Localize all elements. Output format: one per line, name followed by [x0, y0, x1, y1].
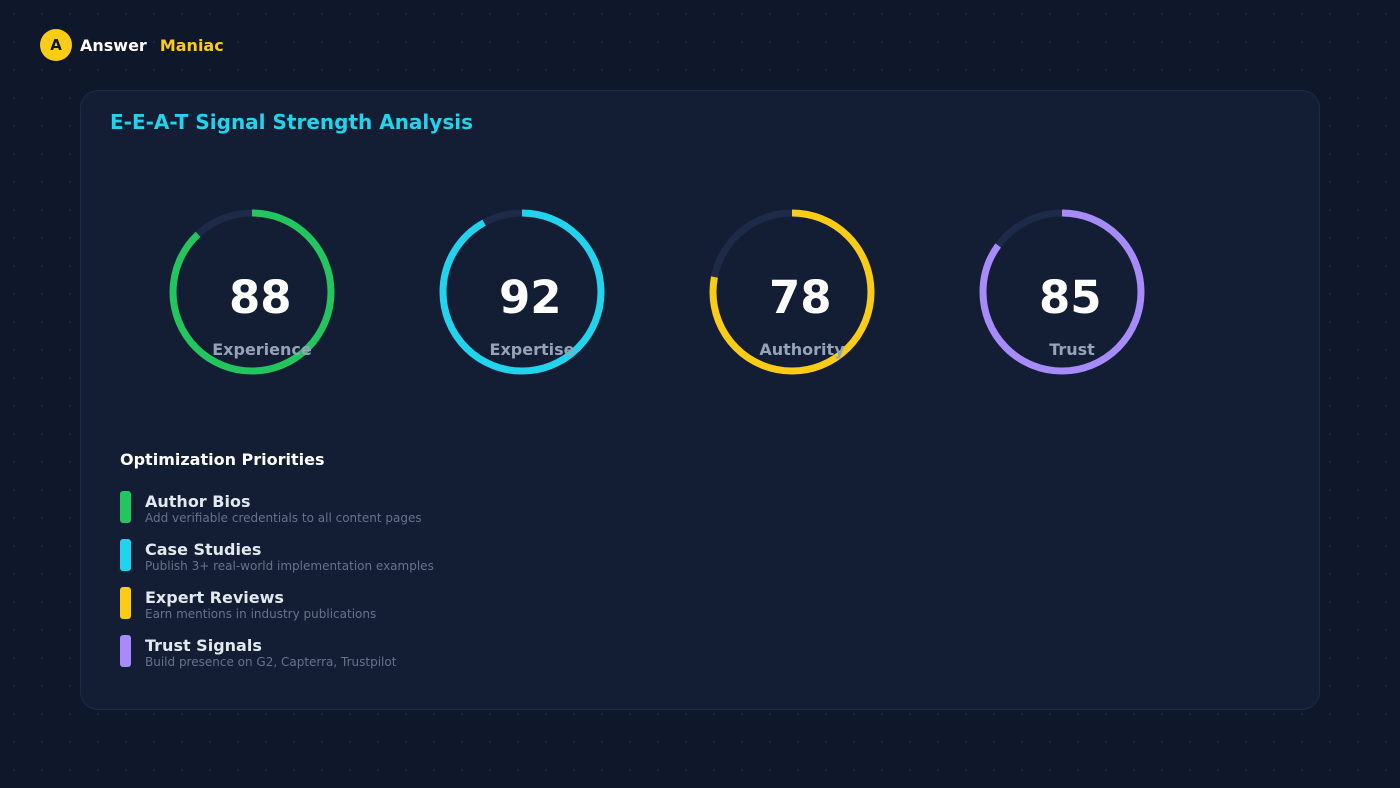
priority-description: Earn mentions in industry publications [145, 607, 377, 621]
priority-title: Author Bios [145, 492, 251, 511]
brand[interactable]: A Answer Maniac [40, 29, 224, 61]
gauge-label: Trust [1049, 340, 1095, 359]
priority-title: Trust Signals [145, 636, 262, 655]
gauge-label: Authority [759, 340, 845, 359]
gauge-label: Experience [212, 340, 312, 359]
gauge-label: Expertise [489, 340, 575, 359]
gauge-score: 78 [769, 271, 832, 324]
gauge-trust: 85 Trust [976, 206, 1148, 378]
eeat-analysis-card: E-E-A-T Signal Strength Analysis 88 Expe… [80, 90, 1320, 710]
priority-title: Case Studies [145, 540, 262, 559]
priority-color-bar [120, 539, 131, 571]
gauge-experience: 88 Experience [166, 206, 338, 378]
priority-description: Add verifiable credentials to all conten… [145, 511, 422, 525]
priority-color-bar [120, 587, 131, 619]
gauge-arc [439, 209, 605, 375]
gauge-arc [169, 209, 335, 375]
gauge-arc [709, 209, 875, 375]
brand-logo-icon: A [40, 29, 72, 61]
gauge-arc [979, 209, 1145, 375]
gauge-expertise: 92 Expertise [436, 206, 608, 378]
priority-description: Publish 3+ real-world implementation exa… [145, 559, 434, 573]
priority-color-bar [120, 491, 131, 523]
brand-name-primary: Answer [80, 35, 147, 55]
priority-title: Expert Reviews [145, 588, 284, 607]
priorities-title: Optimization Priorities [120, 450, 325, 469]
priority-description: Build presence on G2, Capterra, Trustpil… [145, 655, 397, 669]
priority-color-bar [120, 635, 131, 667]
brand-name-accent: Maniac [159, 35, 224, 55]
gauge-authority: 78 Authority [706, 206, 878, 378]
gauge-score: 85 [1039, 271, 1102, 324]
gauge-score: 92 [499, 271, 562, 324]
gauge-score: 88 [229, 271, 292, 324]
card-title: E-E-A-T Signal Strength Analysis [110, 110, 473, 134]
